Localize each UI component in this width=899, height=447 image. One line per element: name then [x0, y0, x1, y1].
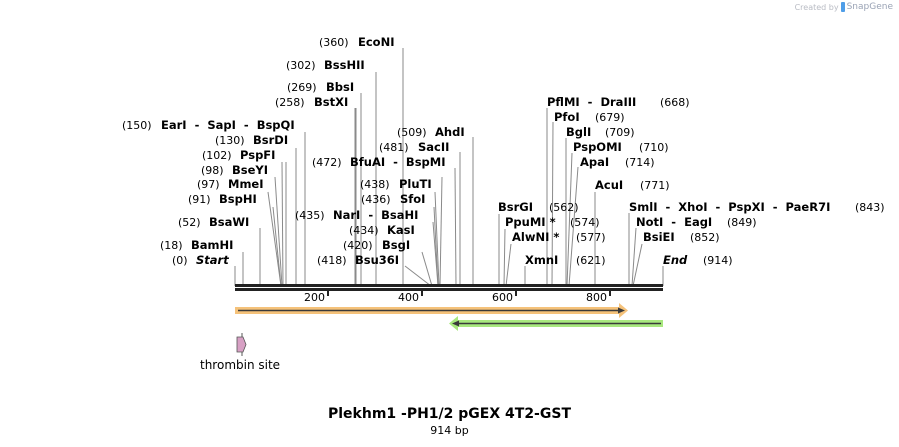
- site-pos: (91): [188, 193, 211, 206]
- site-pos: (98): [201, 164, 224, 177]
- site-pos: (472): [312, 156, 342, 169]
- credit-brand: SnapGene: [846, 2, 893, 12]
- site-bsrgi[interactable]: BsrGI: [498, 200, 533, 214]
- site-pos: (418): [317, 254, 347, 267]
- site-pos: (679): [595, 111, 625, 124]
- site-pflmi-draiii[interactable]: PflMI - DraIII: [547, 95, 636, 109]
- site-pos: (269): [287, 81, 317, 94]
- site-pos: (509): [397, 126, 427, 139]
- site-pos: (420): [343, 239, 373, 252]
- site-eari-sapi-bspqi[interactable]: EarI - SapI - BspQI: [161, 118, 295, 132]
- site-pos: (709): [605, 126, 635, 139]
- site-bgli[interactable]: BglI: [566, 125, 591, 139]
- site-xmni[interactable]: XmnI: [525, 253, 558, 267]
- site-econi[interactable]: EcoNI: [358, 35, 394, 49]
- site-pos: (102): [202, 149, 232, 162]
- ruler-label-800: 800: [586, 291, 607, 304]
- site-pos: (52): [178, 216, 201, 229]
- site-pos: (435): [295, 209, 325, 222]
- site-apai[interactable]: ApaI: [580, 155, 609, 169]
- site-pos: (302): [286, 59, 316, 72]
- site-sacii[interactable]: SacII: [418, 140, 449, 154]
- sites-right: PflMI - DraIII (668) PfoI (679) BglI (70…: [498, 95, 885, 267]
- sites-left: (360) EcoNI (302) BssHII (269) BbsI (258…: [122, 35, 465, 267]
- site-bsphi[interactable]: BspHI: [219, 192, 257, 206]
- thrombin-site-feature[interactable]: [236, 333, 247, 356]
- site-sfoi[interactable]: SfoI: [400, 192, 425, 206]
- site-pos: (771): [640, 179, 670, 192]
- site-pspfi[interactable]: PspFI: [240, 148, 275, 162]
- site-pos: (436): [361, 193, 391, 206]
- site-pluti[interactable]: PluTI: [399, 177, 432, 191]
- site-bsrdi[interactable]: BsrDI: [253, 133, 288, 147]
- site-pos: (621): [576, 254, 606, 267]
- site-kasi[interactable]: KasI: [387, 223, 415, 237]
- site-ahdi[interactable]: AhdI: [435, 125, 465, 139]
- site-pfoi[interactable]: PfoI: [554, 110, 580, 124]
- ruler-ticks: [327, 290, 611, 296]
- map-length: 914 bp: [430, 424, 469, 437]
- backbone-top: [235, 284, 663, 287]
- end-label: End: [663, 253, 688, 267]
- snapgene-credit: Created by SnapGene: [795, 2, 893, 12]
- site-ppumi[interactable]: PpuMI *: [505, 215, 556, 229]
- site-pos: (843): [855, 201, 885, 214]
- site-pos: (481): [379, 141, 409, 154]
- end-pos: (914): [703, 254, 733, 267]
- site-bseyi[interactable]: BseYI: [232, 163, 268, 177]
- site-bbsi[interactable]: BbsI: [326, 80, 354, 94]
- site-pos: (130): [215, 134, 245, 147]
- site-pos: (438): [360, 178, 390, 191]
- site-pos: (574): [570, 216, 600, 229]
- site-pos: (849): [727, 216, 757, 229]
- green-feature-arrow[interactable]: [449, 316, 663, 331]
- backbone-bottom: [235, 288, 663, 291]
- site-bsiei[interactable]: BsiEI: [643, 230, 675, 244]
- site-noti-eagi[interactable]: NotI - EagI: [636, 215, 712, 229]
- start-pos: (0): [172, 254, 188, 267]
- site-pos: (577): [576, 231, 606, 244]
- site-pos: (18): [160, 239, 183, 252]
- map-title: Plekhm1 -PH1/2 pGEX 4T2-GST: [327, 406, 571, 422]
- site-bsshii[interactable]: BssHII: [324, 58, 365, 72]
- site-pos: (258): [275, 96, 305, 109]
- site-pos: (97): [197, 178, 220, 191]
- site-bsu36i[interactable]: Bsu36I: [355, 253, 399, 267]
- start-label: Start: [196, 253, 229, 267]
- site-pos: (852): [690, 231, 720, 244]
- site-pos: (434): [349, 224, 379, 237]
- site-bfuai-bspmi[interactable]: BfuAI - BspMI: [350, 155, 446, 169]
- site-pspomi[interactable]: PspOMI: [573, 140, 622, 154]
- site-bstxi[interactable]: BstXI: [314, 95, 348, 109]
- site-pos: (710): [639, 141, 669, 154]
- site-pos: (668): [660, 96, 690, 109]
- site-alwni[interactable]: AlwNI *: [512, 230, 559, 244]
- site-pos: (150): [122, 119, 152, 132]
- site-nari-bsahi[interactable]: NarI - BsaHI: [333, 208, 418, 222]
- ruler-label-600: 600: [492, 291, 513, 304]
- ruler-label-200: 200: [304, 291, 325, 304]
- site-pos: (360): [319, 36, 349, 49]
- snapgene-logo-icon: [840, 2, 845, 12]
- site-bamhi[interactable]: BamHI: [191, 238, 233, 252]
- site-acui[interactable]: AcuI: [595, 178, 623, 192]
- ruler-label-400: 400: [398, 291, 419, 304]
- site-smli-xhoi-pspxi-paer7i[interactable]: SmlI - XhoI - PspXI - PaeR7I: [629, 200, 830, 214]
- site-pos: (714): [625, 156, 655, 169]
- thrombin-site-label: thrombin site: [200, 358, 281, 372]
- site-lines: [234, 48, 664, 287]
- site-bsgi[interactable]: BsgI: [382, 238, 410, 252]
- site-mmei[interactable]: MmeI: [228, 177, 264, 191]
- site-pos: (562): [549, 201, 579, 214]
- site-bsawi[interactable]: BsaWI: [209, 215, 249, 229]
- orange-feature-arrow[interactable]: [235, 303, 628, 318]
- credit-prefix: Created by: [794, 2, 839, 12]
